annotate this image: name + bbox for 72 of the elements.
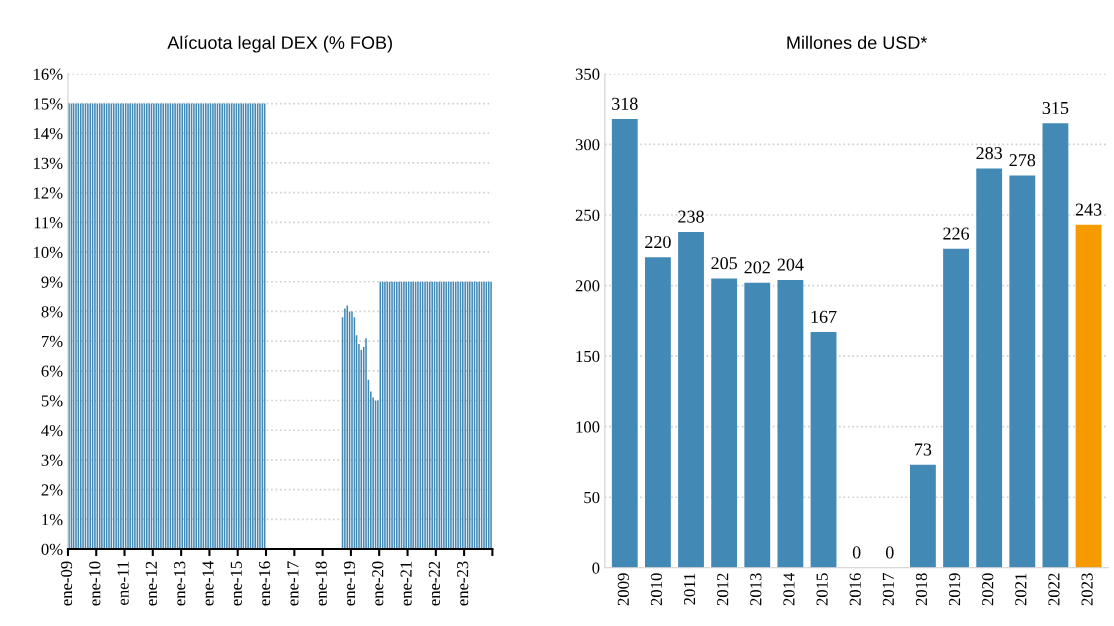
y-tick-label: 1%	[42, 514, 63, 526]
chart-title: Millones de USD*	[787, 35, 928, 50]
x-tick-label: ene-16	[258, 561, 271, 606]
x-tick-label: ene-11	[117, 561, 129, 605]
x-tick-label: ene-09	[60, 561, 73, 606]
data-label: 243	[1075, 203, 1102, 216]
x-tick-label: ene-10	[89, 561, 101, 606]
x-tick-label: ene-12	[145, 561, 157, 606]
x-tick-label: ene-15	[230, 561, 242, 606]
x-tick-label: ene-17	[287, 561, 299, 606]
y-tick-label: 7%	[41, 335, 63, 348]
data-label: 204	[777, 258, 804, 271]
x-tick-label: 2009	[617, 573, 629, 606]
y-tick-label: 150	[576, 350, 600, 363]
data-label: 318	[612, 97, 638, 110]
data-label: 238	[678, 210, 704, 223]
y-tick-label: 3%	[41, 454, 63, 466]
data-label: 0	[885, 546, 894, 559]
x-tick-label: 2020	[982, 573, 994, 606]
x-tick-label: 2016	[849, 573, 861, 606]
chart-title: Alícuota legal DEX (% FOB)	[167, 35, 392, 53]
x-tick-label: ene-20	[372, 561, 384, 606]
data-label: 220	[645, 235, 671, 249]
y-tick-label: 8%	[41, 306, 63, 318]
data-label: 226	[943, 227, 970, 240]
x-tick-label: 2022	[1048, 573, 1060, 606]
y-tick-label: 12%	[34, 187, 63, 199]
y-tick-label: 0	[592, 562, 600, 574]
x-tick-label: 2021	[1015, 573, 1027, 606]
y-tick-label: 5%	[41, 395, 63, 407]
x-tick-label: ene-19	[343, 561, 356, 606]
data-label: 167	[811, 310, 837, 323]
y-tick-label: 4%	[41, 424, 63, 437]
x-tick-label: 2017	[882, 573, 894, 606]
x-tick-label: 2023	[1081, 573, 1093, 606]
y-tick-label: 350	[575, 68, 600, 80]
data-label: 283	[976, 147, 1003, 160]
y-tick-label: 11%	[34, 217, 63, 229]
x-tick-label: 2018	[915, 573, 928, 606]
x-tick-label: ene-22	[428, 561, 440, 606]
y-tick-label: 250	[575, 209, 600, 221]
x-tick-label: 2010	[650, 573, 663, 606]
x-tick-label: 2014	[783, 572, 795, 606]
data-label: 73	[915, 443, 932, 456]
x-tick-label: 2012	[717, 573, 729, 606]
y-tick-label: 9%	[41, 276, 63, 288]
x-tick-label: ene-14	[202, 561, 214, 606]
y-tick-label: 14%	[34, 127, 63, 140]
x-tick-label: 2015	[816, 573, 828, 606]
x-tick-label: 2013	[750, 573, 762, 606]
x-tick-label: ene-23	[457, 561, 469, 606]
data-label: 202	[744, 261, 770, 274]
y-tick-label: 200	[575, 280, 600, 292]
x-tick-label: 2019	[948, 573, 961, 606]
y-tick-label: 50	[584, 491, 600, 504]
y-tick-label: 10%	[34, 246, 63, 259]
y-tick-label: 6%	[41, 365, 63, 377]
x-tick-label: ene-18	[315, 561, 327, 606]
y-tick-label: 13%	[34, 157, 63, 169]
x-tick-label: ene-21	[400, 561, 412, 606]
y-tick-label: 0%	[41, 543, 63, 555]
x-tick-label: 2011	[683, 573, 696, 605]
data-label: 315	[1042, 101, 1069, 115]
x-tick-label: ene-13	[174, 561, 186, 606]
y-tick-label: 2%	[41, 484, 63, 496]
data-label: 278	[1009, 154, 1036, 167]
y-tick-label: 100	[576, 421, 600, 433]
y-tick-label: 300	[575, 139, 600, 151]
data-label: 0	[852, 546, 861, 559]
data-label: 205	[711, 257, 737, 270]
y-tick-label: 16%	[34, 68, 63, 80]
y-tick-label: 15%	[34, 98, 63, 110]
